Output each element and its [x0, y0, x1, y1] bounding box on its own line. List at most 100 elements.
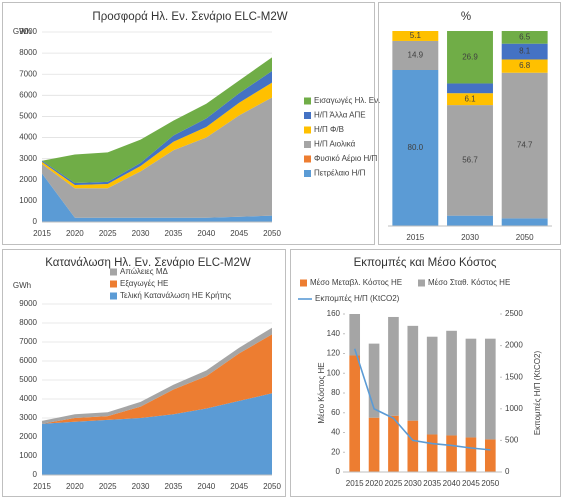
x-tick-label: 2035	[165, 482, 183, 491]
x-tick-label: 2045	[230, 229, 248, 238]
legend-swatch	[304, 126, 311, 134]
x-tick-label: 2025	[99, 482, 117, 491]
chart-title: Εκπομπές και Μέσο Κόστος	[354, 257, 497, 269]
y-tick-label: 5000	[19, 112, 37, 121]
panel-frame	[378, 2, 561, 245]
value-label: 6.5	[519, 32, 531, 41]
y-tick-label: 8000	[19, 318, 37, 327]
legend-label: Εισαγωγές Ηλ. Εν.	[314, 96, 380, 105]
area	[42, 97, 272, 218]
bar-segment	[388, 316, 399, 416]
value-label: 6.8	[519, 61, 531, 70]
panel-frame	[2, 2, 375, 245]
x-tick-label: 2025	[99, 229, 117, 238]
bar-segment	[407, 325, 419, 421]
legend-swatch	[304, 155, 311, 163]
bar-segment	[368, 417, 380, 472]
x-tick-label: 2030	[132, 229, 150, 238]
y2-tick-label: 0	[505, 467, 510, 476]
y-tick-label: 0	[33, 217, 38, 226]
y-tick-label: 2000	[19, 175, 37, 184]
x-tick-label: 2020	[66, 482, 84, 491]
chart-title: Κατανάλωση Ηλ. Εν. Σενάριο ELC-M2W	[45, 257, 251, 269]
bar-segment	[392, 31, 439, 41]
x-tick-label: 2040	[443, 479, 461, 488]
bar-segment	[501, 218, 548, 226]
y-tick-label: 2000	[19, 432, 37, 441]
bar-segment	[388, 415, 399, 472]
x-tick-label: 2030	[461, 233, 479, 242]
bar-segment	[447, 83, 493, 94]
bar-segment	[484, 338, 496, 440]
x-tick-label: 2030	[132, 482, 150, 491]
value-label: 80.0	[408, 143, 424, 152]
y-tick-label: 120	[327, 349, 341, 358]
y-tick-label: 7000	[19, 337, 37, 346]
legend-swatch	[110, 292, 117, 300]
y-tick-label: 40	[331, 428, 340, 437]
y2-tick-label: 1500	[505, 372, 523, 381]
value-label: 56.7	[462, 155, 478, 164]
panel-frame	[290, 249, 561, 497]
line	[353, 348, 491, 451]
y2-tick-label: 2000	[505, 341, 523, 350]
value-label: 14.9	[408, 51, 424, 60]
x-tick-label: 2050	[263, 229, 281, 238]
y-tick-label: 20	[331, 447, 340, 456]
y-tick-label: 1000	[19, 451, 37, 460]
bar-segment	[407, 420, 419, 472]
y-tick-label: 0	[33, 470, 38, 479]
legend-label: Η/Π Άλλα ΑΠΕ	[314, 111, 366, 120]
bar-segment	[446, 435, 457, 472]
x-tick-label: 2050	[516, 233, 534, 242]
y-tick-label: 9000	[19, 299, 37, 308]
area	[42, 173, 272, 222]
legend-swatch	[110, 280, 117, 288]
x-tick-label: 2025	[385, 479, 403, 488]
chart-title: %	[461, 11, 471, 23]
bar-segment	[501, 72, 548, 219]
y-axis-label: GWh	[13, 281, 31, 290]
legend-label: Εκπομπές Η/Π (KtCO2)	[315, 294, 400, 303]
area	[42, 57, 272, 183]
y-tick-label: 140	[327, 329, 341, 338]
x-tick-label: 2015	[33, 229, 51, 238]
bar-segment	[501, 59, 548, 73]
legend-label: Πετρέλαιο Η/Π	[314, 169, 366, 178]
bar-segment	[484, 439, 496, 472]
x-tick-label: 2015	[406, 233, 424, 242]
y-tick-label: 4000	[19, 133, 37, 142]
x-tick-label: 2040	[197, 229, 215, 238]
bar-segment	[447, 31, 493, 84]
y-tick-label: 60	[331, 408, 340, 417]
value-label: 6.1	[464, 94, 476, 103]
x-tick-label: 2035	[423, 479, 441, 488]
y-tick-label: 4000	[19, 394, 37, 403]
legend-label: Τελική Κατανάλωση ΗΕ Κρήτης	[120, 291, 231, 300]
bar-segment	[349, 314, 361, 356]
value-label: 5.1	[410, 31, 422, 40]
x-tick-label: 2040	[197, 482, 215, 491]
bar-segment	[447, 93, 493, 106]
x-tick-label: 2015	[346, 479, 364, 488]
area	[42, 334, 272, 424]
chart-title: Προσφορά Ηλ. Εν. Σενάριο ELC-M2W	[92, 11, 287, 23]
x-tick-label: 2045	[230, 482, 248, 491]
bar-segment	[392, 70, 439, 226]
bar-segment	[426, 336, 438, 435]
y-tick-label: 80	[331, 388, 340, 397]
y-tick-label: 3000	[19, 154, 37, 163]
x-tick-label: 2035	[165, 229, 183, 238]
x-tick-label: 2030	[404, 479, 422, 488]
bar-segment	[349, 355, 361, 472]
x-tick-label: 2020	[365, 479, 383, 488]
x-tick-label: 2015	[33, 482, 51, 491]
x-tick-label: 2020	[66, 229, 84, 238]
legend-swatch	[304, 97, 311, 105]
bar-segment	[447, 215, 493, 226]
y-tick-label: 3000	[19, 413, 37, 422]
y-tick-label: 1000	[19, 196, 37, 205]
legend-label: Η/Π Αιολικά	[314, 140, 356, 149]
legend-label: Η/Π Φ/Β	[314, 125, 344, 134]
legend-swatch	[418, 279, 425, 287]
